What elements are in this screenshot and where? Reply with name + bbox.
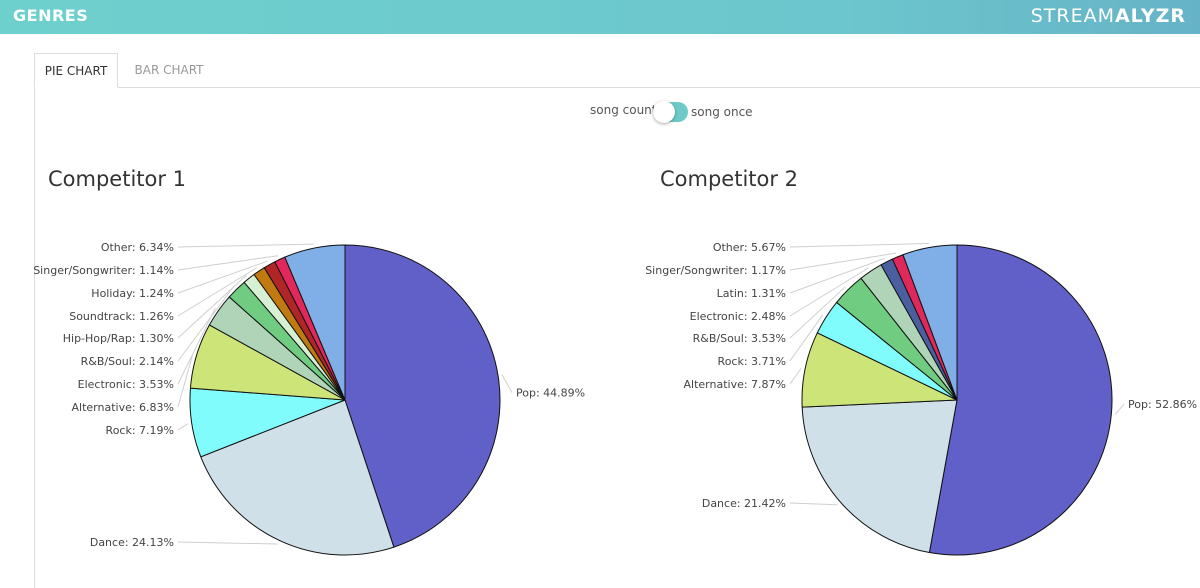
slice-label-other: Other: 5.67% xyxy=(713,241,786,254)
label-connector-rock xyxy=(177,423,189,431)
label-connector-latin xyxy=(789,257,886,294)
slice-label-rock: Rock: 7.19% xyxy=(106,424,174,437)
label-connector-holiday xyxy=(177,260,268,294)
slice-label-electronic: Electronic: 2.48% xyxy=(690,310,786,323)
slice-label-electronic: Electronic: 3.53% xyxy=(78,378,174,391)
chart-title-competitor-1: Competitor 1 xyxy=(48,167,187,191)
label-connector-other xyxy=(177,243,314,248)
toggle-knob[interactable] xyxy=(653,101,675,123)
chart-title-competitor-2: Competitor 2 xyxy=(660,167,799,191)
pie-chart-competitor-1: Pop: 44.89% Other: 6.34% Singer/Songwriter… xyxy=(33,241,585,556)
pie-slice-other[interactable] xyxy=(284,244,346,401)
song-once-label[interactable]: song once xyxy=(691,105,753,119)
label-connector-hip-hop-rap xyxy=(177,274,247,339)
label-connector-rock xyxy=(789,314,824,362)
label-connector-alternative xyxy=(177,354,194,408)
slice-label-soundtrack: Soundtrack: 1.26% xyxy=(69,310,174,323)
label-connector-alternative xyxy=(789,367,802,385)
label-connector-dance xyxy=(177,541,278,545)
label-connector-electronic xyxy=(177,307,216,385)
slice-label-holiday: Holiday: 1.24% xyxy=(91,287,174,300)
slice-label-latin: Latin: 1.31% xyxy=(717,287,786,300)
slice-label-r-b-soul: R&B/Soul: 2.14% xyxy=(81,355,174,368)
label-connector-singer-songwriter xyxy=(789,252,897,271)
label-connector-r-b-soul xyxy=(789,286,846,339)
label-connector-pop xyxy=(501,374,513,393)
pie-slice-dance[interactable] xyxy=(801,399,958,554)
label-connector-singer-songwriter xyxy=(177,255,279,271)
pie-chart-competitor-2: Pop: 52.86% Other: 5.67% Singer/Songwriter… xyxy=(645,241,1197,556)
brand-regular: STREAM xyxy=(1030,5,1115,27)
tab-bar-chart[interactable]: BAR CHART xyxy=(134,63,204,77)
slice-label-alternative: Alternative: 6.83% xyxy=(72,401,175,414)
label-connector-other xyxy=(789,243,929,248)
slice-label-singer-songwriter: Singer/Songwriter: 1.14% xyxy=(33,264,174,277)
label-connector-soundtrack xyxy=(177,267,258,317)
tab-pie-chart[interactable]: PIE CHART xyxy=(34,53,118,88)
page-title: GENRES xyxy=(13,6,89,25)
slice-label-pop: Pop: 44.89% xyxy=(516,387,585,400)
slice-label-singer-songwriter: Singer/Songwriter: 1.17% xyxy=(645,264,786,277)
song-mode-toggle[interactable] xyxy=(653,101,688,123)
app-header: GENRES STREAMALYZR xyxy=(0,0,1200,34)
label-connector-electronic xyxy=(789,267,869,317)
slice-label-r-b-soul: R&B/Soul: 3.53% xyxy=(693,332,786,345)
song-count-label[interactable]: song count xyxy=(590,103,657,117)
slice-label-rock: Rock: 3.71% xyxy=(718,355,786,368)
slice-label-hip-hop-rap: Hip-Hop/Rap: 1.30% xyxy=(63,332,174,345)
slice-label-dance: Dance: 24.13% xyxy=(90,536,174,549)
pie-slice-dance[interactable] xyxy=(200,399,395,556)
label-connector-dance xyxy=(789,502,838,506)
slice-label-pop: Pop: 52.86% xyxy=(1128,398,1197,411)
slice-label-dance: Dance: 21.42% xyxy=(702,497,786,510)
brand-logo: STREAMALYZR xyxy=(1031,5,1186,27)
label-connector-r-b-soul xyxy=(177,286,235,362)
label-connector-pop xyxy=(1114,403,1125,415)
slice-label-alternative: Alternative: 7.87% xyxy=(684,378,787,391)
pie-slice-pop[interactable] xyxy=(928,244,1113,556)
slice-label-other: Other: 6.34% xyxy=(101,241,174,254)
pie-slice-pop[interactable] xyxy=(344,244,501,548)
tab-content-panel xyxy=(34,87,1200,588)
pie-slice-other[interactable] xyxy=(902,244,958,401)
brand-bold: ALYZR xyxy=(1114,5,1186,27)
